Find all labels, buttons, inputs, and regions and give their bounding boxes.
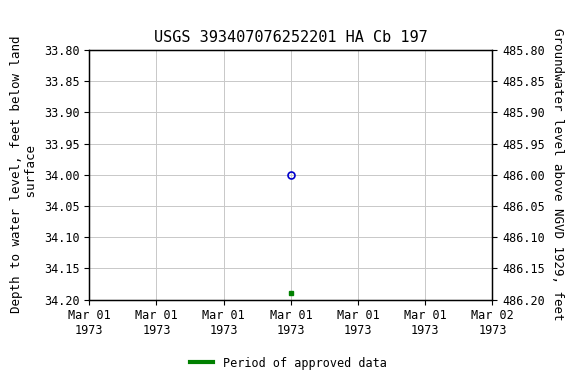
Legend: Period of approved data: Period of approved data [185, 352, 391, 374]
Y-axis label: Depth to water level, feet below land
 surface: Depth to water level, feet below land su… [10, 36, 39, 313]
Y-axis label: Groundwater level above NGVD 1929, feet: Groundwater level above NGVD 1929, feet [551, 28, 563, 321]
Title: USGS 393407076252201 HA Cb 197: USGS 393407076252201 HA Cb 197 [154, 30, 428, 45]
